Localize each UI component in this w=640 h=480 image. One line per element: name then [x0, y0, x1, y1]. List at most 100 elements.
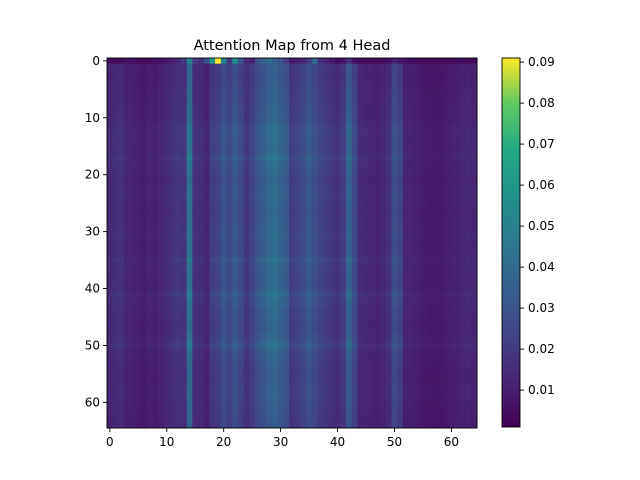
heatmap-cell [113, 337, 119, 343]
heatmap-cell [204, 257, 210, 263]
heatmap-cell [340, 280, 346, 286]
heatmap-cell [113, 189, 119, 195]
heatmap-cell [283, 75, 289, 81]
heatmap-cell [130, 417, 136, 423]
heatmap-cell [301, 109, 307, 115]
heatmap-cell [227, 138, 233, 144]
heatmap-cell [357, 86, 363, 92]
heatmap-cell [261, 189, 267, 195]
heatmap-cell [414, 337, 420, 343]
heatmap-cell [118, 257, 124, 263]
heatmap-cell [266, 143, 272, 149]
heatmap-cell [357, 286, 363, 292]
heatmap-cell [175, 217, 181, 223]
heatmap-cell [420, 166, 426, 172]
heatmap-cell [147, 348, 153, 354]
heatmap-cell [153, 143, 159, 149]
heatmap-cell [141, 104, 147, 110]
heatmap-cell [261, 212, 267, 218]
heatmap-cell [227, 286, 233, 292]
heatmap-cell [272, 98, 278, 104]
heatmap-cell [244, 417, 250, 423]
heatmap-cell [283, 394, 289, 400]
heatmap-cell [124, 337, 130, 343]
heatmap-cell [244, 291, 250, 297]
heatmap-cell [187, 138, 193, 144]
heatmap-cell [301, 377, 307, 383]
heatmap-cell [261, 195, 267, 201]
heatmap-cell [414, 81, 420, 87]
heatmap-cell [113, 320, 119, 326]
heatmap-cell [340, 109, 346, 115]
heatmap-cell [283, 178, 289, 184]
heatmap-cell [238, 291, 244, 297]
heatmap-cell [124, 405, 130, 411]
heatmap-cell [420, 326, 426, 332]
heatmap-cell [340, 394, 346, 400]
heatmap-cell [221, 229, 227, 235]
heatmap-cell [181, 155, 187, 161]
heatmap-cell [153, 422, 159, 428]
heatmap-cell [164, 388, 170, 394]
heatmap-cell [454, 422, 460, 428]
heatmap-cell [113, 382, 119, 388]
heatmap-cell [215, 115, 221, 121]
heatmap-cell [192, 138, 198, 144]
heatmap-cell [164, 326, 170, 332]
heatmap-cell [283, 343, 289, 349]
heatmap-cell [392, 388, 398, 394]
heatmap-cell [124, 360, 130, 366]
heatmap-cell [278, 411, 284, 417]
heatmap-cell [124, 160, 130, 166]
heatmap-cell [323, 58, 329, 64]
heatmap-cell [255, 115, 261, 121]
heatmap-cell [153, 64, 159, 70]
heatmap-cell [454, 308, 460, 314]
heatmap-cell [135, 98, 141, 104]
heatmap-cell [118, 229, 124, 235]
heatmap-cell [466, 291, 472, 297]
heatmap-cell [420, 75, 426, 81]
heatmap-cell [431, 155, 437, 161]
heatmap-cell [346, 348, 352, 354]
heatmap-cell [272, 286, 278, 292]
heatmap-cell [369, 269, 375, 275]
heatmap-cell [460, 303, 466, 309]
heatmap-cell [329, 252, 335, 258]
heatmap-cell [295, 382, 301, 388]
heatmap-cell [363, 252, 369, 258]
heatmap-cell [187, 394, 193, 400]
heatmap-cell [426, 422, 432, 428]
heatmap-cell [118, 297, 124, 303]
heatmap-cell [460, 217, 466, 223]
heatmap-cell [175, 149, 181, 155]
heatmap-cell [141, 257, 147, 263]
heatmap-cell [443, 138, 449, 144]
heatmap-cell [420, 229, 426, 235]
heatmap-cell [397, 143, 403, 149]
heatmap-cell [187, 400, 193, 406]
heatmap-cell [363, 331, 369, 337]
heatmap-cell [266, 308, 272, 314]
heatmap-cell [454, 98, 460, 104]
heatmap-cell [261, 394, 267, 400]
heatmap-cell [124, 354, 130, 360]
heatmap-cell [158, 411, 164, 417]
heatmap-cell [409, 400, 415, 406]
heatmap-cell [426, 183, 432, 189]
heatmap-cell [363, 382, 369, 388]
heatmap-cell [130, 132, 136, 138]
heatmap-cell [340, 371, 346, 377]
heatmap-cell [147, 126, 153, 132]
heatmap-cell [209, 405, 215, 411]
heatmap-cell [215, 92, 221, 98]
heatmap-cell [449, 308, 455, 314]
heatmap-cell [187, 240, 193, 246]
heatmap-cell [460, 343, 466, 349]
heatmap-cell [181, 206, 187, 212]
heatmap-cell [346, 121, 352, 127]
heatmap-cell [437, 354, 443, 360]
heatmap-cell [232, 400, 238, 406]
heatmap-cell [113, 308, 119, 314]
heatmap-cell [352, 252, 358, 258]
